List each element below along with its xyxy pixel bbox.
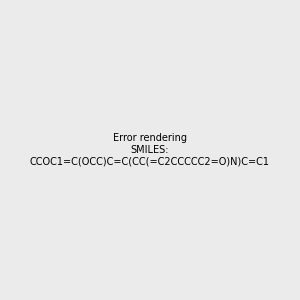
- Text: Error rendering
SMILES:
CCOC1=C(OCC)C=C(CC(=C2CCCCC2=O)N)C=C1: Error rendering SMILES: CCOC1=C(OCC)C=C(…: [30, 134, 270, 166]
